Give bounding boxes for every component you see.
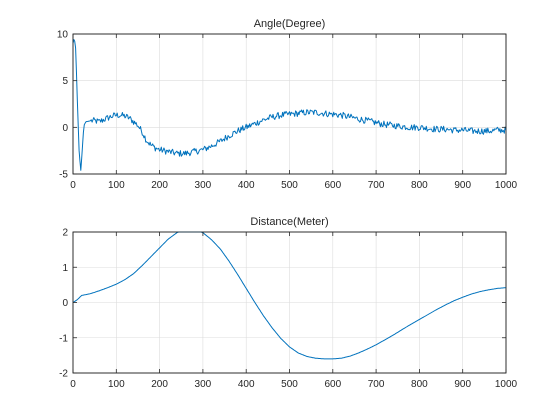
distance-x-tick-label: 0	[70, 379, 76, 390]
distance-x-tick-label: 700	[368, 379, 385, 390]
distance-y-tick-label: 1	[62, 263, 68, 274]
angle-x-tick-label: 0	[70, 180, 76, 191]
distance-x-tick-label: 600	[324, 379, 341, 390]
distance-subplot: 0 100 200 300 400 500 600 700 800 900 1000-2-1012 …	[59, 216, 517, 390]
distance-x-tick-label: 400	[238, 379, 255, 390]
distance-x-tick-label: 1000	[495, 379, 518, 390]
distance-grid	[73, 232, 506, 373]
distance-y-tick-label: -1	[59, 333, 68, 344]
angle-x-tick-label: 100	[108, 180, 125, 191]
distance-series	[72, 231, 507, 360]
angle-y-tick-label: -5	[59, 170, 68, 181]
distance-y-tick-label: 0	[62, 298, 68, 309]
distance-y-tick-label: 2	[62, 228, 68, 239]
angle-x-tick-label: 1000	[495, 180, 518, 191]
distance-x-tick-label: 500	[281, 379, 298, 390]
distance-x-tick-label: 300	[195, 379, 212, 390]
angle-x-tick-label: 400	[238, 180, 255, 191]
angle-y-tick-label: 10	[57, 30, 69, 41]
angle-chart-title: Angle(Degree)	[254, 18, 326, 30]
distance-chart-title: Distance(Meter)	[250, 216, 328, 228]
distance-x-tick-label: 800	[411, 379, 428, 390]
distance-x-tick-label: 200	[151, 379, 168, 390]
distance-ticks: 0 100 200 300 400 500 600 700 800 900 1000 -2 -1 0 1 2	[59, 228, 517, 391]
angle-x-tick-label: 500	[281, 180, 298, 191]
distance-x-tick-label: 900	[454, 379, 471, 390]
angle-x-tick-label: 700	[368, 180, 385, 191]
distance-x-tick-label: 100	[108, 379, 125, 390]
angle-series	[72, 39, 507, 171]
angle-x-tick-label: 800	[411, 180, 428, 191]
angle-line	[72, 39, 507, 171]
angle-y-tick-label: 5	[62, 76, 68, 87]
angle-x-tick-label: 200	[151, 180, 168, 191]
distance-y-tick-label: -2	[59, 369, 68, 380]
distance-line	[72, 231, 507, 360]
angle-x-tick-label: 300	[195, 180, 212, 191]
angle-x-tick-label: 900	[454, 180, 471, 191]
angle-x-tick-label: 600	[324, 180, 341, 191]
angle-y-tick-label: 0	[62, 123, 68, 134]
angle-grid	[73, 34, 506, 174]
